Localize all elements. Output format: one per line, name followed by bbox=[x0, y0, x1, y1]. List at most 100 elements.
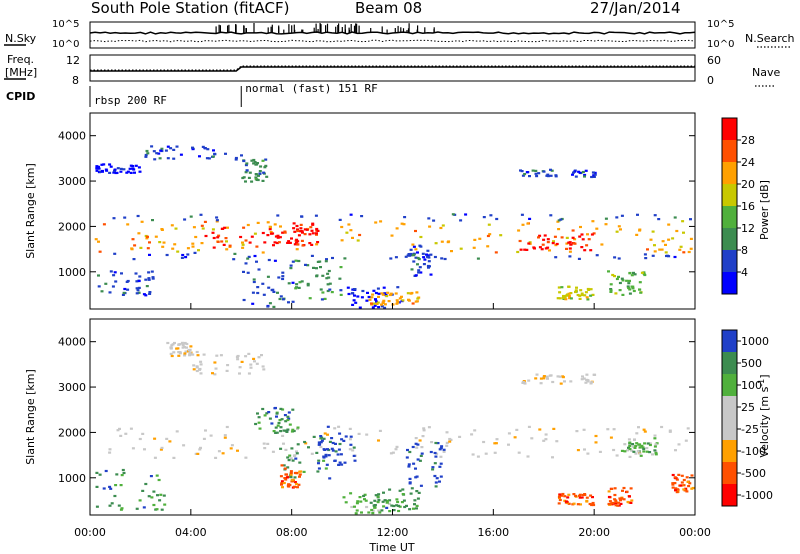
scatter-cell bbox=[158, 241, 162, 244]
scatter-cell bbox=[630, 499, 634, 502]
scatter-cell bbox=[617, 501, 621, 504]
scatter-cell bbox=[542, 377, 546, 380]
scatter-cell bbox=[651, 254, 655, 257]
colorbar-swatch bbox=[722, 352, 737, 375]
power-scatter-cells bbox=[94, 145, 693, 309]
scatter-cell bbox=[554, 244, 558, 247]
scatter-cell bbox=[429, 253, 433, 256]
nsky-spikes bbox=[215, 23, 435, 33]
scatter-cell bbox=[590, 175, 594, 179]
scatter-cell bbox=[202, 353, 206, 356]
scatter-cell bbox=[136, 214, 140, 218]
scatter-cell bbox=[142, 506, 146, 509]
scatter-cell bbox=[428, 265, 431, 268]
power-colorbar-tick: 8 bbox=[741, 244, 748, 257]
scatter-cell bbox=[381, 293, 385, 296]
scatter-cell bbox=[317, 459, 321, 462]
velocity-panel: 1000 2000 3000 4000 00:00 04:00 08:00 12:00 16:… bbox=[24, 303, 711, 554]
scatter-cell bbox=[282, 442, 285, 445]
velocity-colorbar-tick: -500 bbox=[741, 467, 766, 480]
scatter-cell bbox=[614, 292, 618, 295]
scatter-cell bbox=[192, 226, 196, 229]
nave-tick-top: 60 bbox=[707, 54, 721, 67]
scatter-cell bbox=[600, 243, 604, 246]
scatter-cell bbox=[191, 148, 195, 151]
scatter-cell bbox=[392, 509, 396, 512]
scatter-cell bbox=[184, 256, 188, 259]
scatter-cell bbox=[648, 443, 652, 447]
scatter-cell bbox=[257, 174, 260, 177]
scatter-cell bbox=[97, 165, 100, 168]
scatter-cell bbox=[625, 490, 629, 493]
scatter-cell bbox=[667, 223, 671, 226]
scatter-cell bbox=[484, 452, 488, 455]
scatter-cell bbox=[246, 223, 250, 227]
scatter-cell bbox=[563, 380, 566, 383]
scatter-cell bbox=[100, 163, 104, 166]
scatter-cell bbox=[379, 220, 383, 223]
scatter-cell bbox=[376, 495, 380, 498]
scatter-cell bbox=[153, 456, 157, 459]
scatter-cell bbox=[256, 162, 259, 165]
scatter-cell bbox=[254, 422, 258, 426]
scatter-cell bbox=[214, 456, 218, 459]
scatter-cell bbox=[408, 477, 412, 480]
scatter-cell bbox=[242, 298, 246, 302]
scatter-cell bbox=[97, 240, 100, 243]
scatter-cell bbox=[126, 223, 130, 226]
scatter-cell bbox=[405, 504, 408, 507]
scatter-cell bbox=[143, 448, 146, 451]
scatter-cell bbox=[486, 234, 490, 238]
scatter-cell bbox=[561, 492, 565, 496]
scatter-cell bbox=[521, 174, 525, 177]
scatter-cell bbox=[416, 443, 420, 446]
scatter-cell bbox=[331, 449, 335, 452]
scatter-cell bbox=[249, 366, 253, 369]
scatter-cell bbox=[633, 273, 637, 276]
scatter-cell bbox=[614, 499, 618, 502]
scatter-cell bbox=[320, 439, 324, 442]
scatter-cell bbox=[261, 231, 265, 235]
scatter-cell bbox=[286, 418, 290, 422]
scatter-cell bbox=[279, 295, 283, 298]
scatter-cell bbox=[654, 452, 658, 455]
scatter-cell bbox=[589, 294, 593, 297]
scatter-cell bbox=[109, 270, 113, 273]
scatter-cell bbox=[567, 285, 571, 288]
scatter-cell bbox=[304, 442, 308, 445]
scatter-cell bbox=[410, 487, 414, 490]
scatter-cell bbox=[654, 450, 658, 453]
scatter-cell bbox=[315, 451, 319, 454]
scatter-cell bbox=[554, 174, 558, 177]
scatter-cell bbox=[257, 268, 261, 271]
scatter-cell bbox=[552, 240, 555, 243]
colorbar-swatch bbox=[722, 206, 737, 229]
scatter-cell bbox=[609, 436, 613, 439]
scatter-cell bbox=[283, 414, 287, 417]
scatter-cell bbox=[125, 171, 129, 174]
scatter-cell bbox=[224, 152, 227, 155]
scatter-cell bbox=[289, 473, 293, 476]
scatter-cell bbox=[682, 478, 686, 482]
scatter-cell bbox=[583, 173, 587, 177]
scatter-cell bbox=[539, 377, 543, 380]
scatter-cell bbox=[585, 244, 589, 247]
scatter-cell bbox=[138, 437, 142, 441]
scatter-cell bbox=[585, 499, 589, 503]
scatter-cell bbox=[137, 279, 141, 283]
scatter-cell bbox=[586, 233, 589, 236]
scatter-cell bbox=[212, 149, 215, 152]
scatter-cell bbox=[133, 171, 136, 174]
scatter-cell bbox=[250, 235, 254, 238]
scatter-cell bbox=[439, 462, 443, 465]
scatter-cell bbox=[225, 369, 229, 372]
scatter-cell bbox=[102, 223, 106, 226]
colorbar-swatch bbox=[722, 418, 737, 441]
freq-tick-bottom: 8 bbox=[72, 74, 79, 87]
scatter-cell bbox=[272, 244, 275, 247]
scatter-cell bbox=[422, 427, 426, 430]
scatter-cell bbox=[558, 375, 562, 378]
scatter-cell bbox=[520, 213, 524, 216]
scatter-cell bbox=[322, 448, 326, 451]
scatter-cell bbox=[385, 501, 389, 504]
